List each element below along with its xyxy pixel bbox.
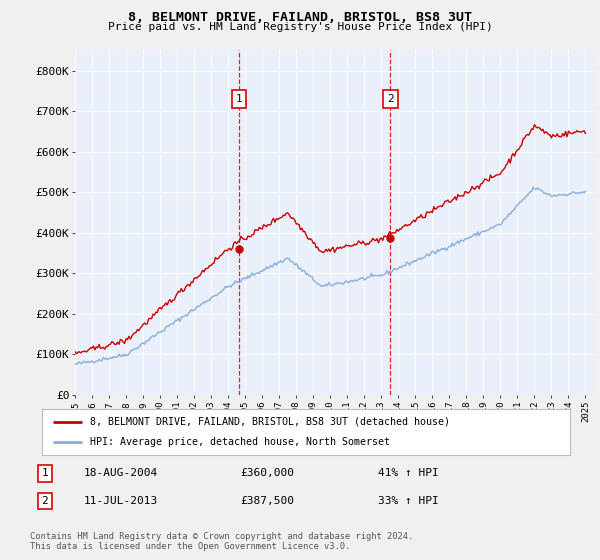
Text: 1: 1 bbox=[235, 94, 242, 104]
Text: 41% ↑ HPI: 41% ↑ HPI bbox=[378, 468, 439, 478]
Text: 2: 2 bbox=[387, 94, 394, 104]
Text: 2: 2 bbox=[41, 496, 49, 506]
Text: 11-JUL-2013: 11-JUL-2013 bbox=[84, 496, 158, 506]
Text: £387,500: £387,500 bbox=[240, 496, 294, 506]
Text: Contains HM Land Registry data © Crown copyright and database right 2024.
This d: Contains HM Land Registry data © Crown c… bbox=[30, 532, 413, 552]
Text: 33% ↑ HPI: 33% ↑ HPI bbox=[378, 496, 439, 506]
Text: £360,000: £360,000 bbox=[240, 468, 294, 478]
Text: 18-AUG-2004: 18-AUG-2004 bbox=[84, 468, 158, 478]
Text: 8, BELMONT DRIVE, FAILAND, BRISTOL, BS8 3UT (detached house): 8, BELMONT DRIVE, FAILAND, BRISTOL, BS8 … bbox=[89, 417, 449, 427]
Text: 1: 1 bbox=[41, 468, 49, 478]
Text: HPI: Average price, detached house, North Somerset: HPI: Average price, detached house, Nort… bbox=[89, 437, 389, 447]
Text: Price paid vs. HM Land Registry's House Price Index (HPI): Price paid vs. HM Land Registry's House … bbox=[107, 22, 493, 32]
Text: 8, BELMONT DRIVE, FAILAND, BRISTOL, BS8 3UT: 8, BELMONT DRIVE, FAILAND, BRISTOL, BS8 … bbox=[128, 11, 472, 24]
